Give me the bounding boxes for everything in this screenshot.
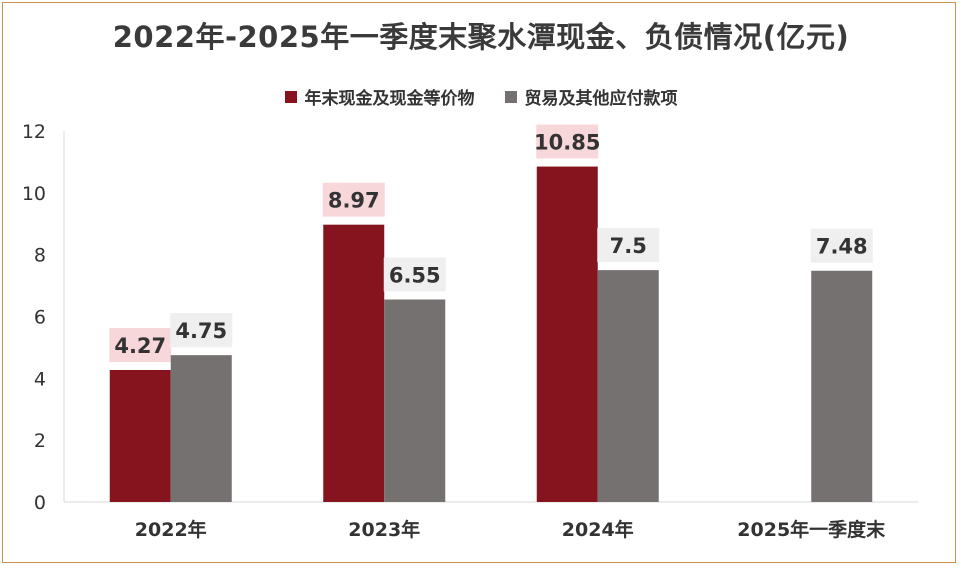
bar-payables <box>384 299 446 502</box>
legend-item-cash: 年末现金及现金等价物 <box>284 84 475 109</box>
legend: 年末现金及现金等价物 贸易及其他应付款项 <box>0 84 962 109</box>
bar-cash <box>536 166 598 502</box>
data-label-bg <box>383 257 446 292</box>
y-tick-label: 4 <box>34 368 46 390</box>
data-label-bg <box>536 124 599 159</box>
data-label: 7.48 <box>816 235 868 259</box>
data-label-bg <box>170 313 233 348</box>
bar-payables <box>811 270 873 502</box>
data-label: 7.5 <box>610 234 647 258</box>
data-label: 6.55 <box>389 263 441 287</box>
data-label-bg <box>322 182 385 217</box>
y-tick-label: 10 <box>22 183 46 205</box>
y-tick-label: 12 <box>22 121 46 143</box>
data-label-bg <box>109 327 172 362</box>
legend-swatch-cash <box>284 90 297 103</box>
data-label-bg <box>810 228 873 263</box>
bar-cash <box>323 224 385 503</box>
y-tick-label: 6 <box>34 307 46 329</box>
x-tick-label: 2022年 <box>135 518 207 541</box>
chart-title: 2022年-2025年一季度末聚水潭现金、负债情况(亿元) <box>112 20 850 54</box>
x-tick-label: 2023年 <box>348 518 420 541</box>
bar-payables <box>170 355 232 502</box>
y-tick-label: 2 <box>34 430 46 452</box>
data-label: 10.85 <box>534 131 600 155</box>
y-tick-label: 8 <box>34 245 46 267</box>
legend-swatch-payables <box>504 90 517 103</box>
legend-label-cash: 年末现金及现金等价物 <box>304 89 475 109</box>
x-tick-label: 2025年一季度末 <box>737 518 886 541</box>
data-label-bg <box>597 228 660 263</box>
legend-item-payables: 贸易及其他应付款项 <box>504 84 678 109</box>
data-label: 4.27 <box>114 334 166 358</box>
data-label: 4.75 <box>175 319 227 343</box>
x-tick-label: 2024年 <box>562 518 634 541</box>
bar-payables <box>597 270 659 502</box>
bar-cash <box>109 369 171 502</box>
data-label: 8.97 <box>328 189 380 213</box>
y-tick-label: 0 <box>34 492 46 514</box>
legend-label-payables: 贸易及其他应付款项 <box>524 89 678 109</box>
